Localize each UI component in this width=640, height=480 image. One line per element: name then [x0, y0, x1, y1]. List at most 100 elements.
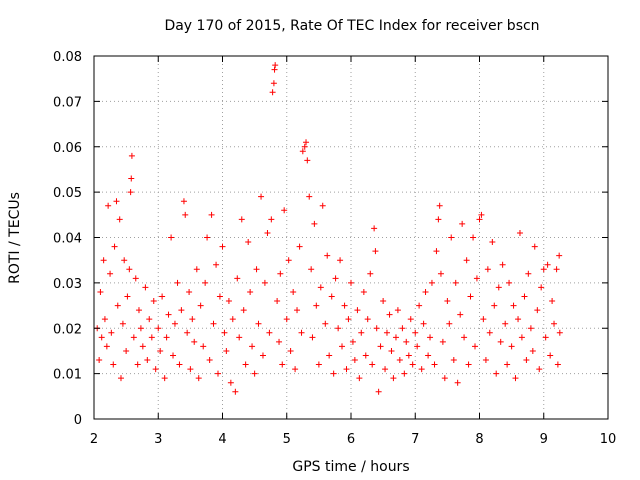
data-point	[187, 366, 194, 373]
data-point	[502, 320, 509, 327]
data-point	[394, 307, 401, 314]
x-tick-label: 10	[600, 432, 617, 447]
data-point	[491, 302, 498, 309]
data-point	[146, 316, 153, 323]
data-point	[197, 302, 204, 309]
data-point	[465, 361, 472, 368]
data-point	[364, 316, 371, 323]
data-point	[308, 266, 315, 273]
data-point	[227, 379, 234, 386]
data-point	[473, 275, 480, 282]
data-point	[299, 148, 306, 155]
y-tick-label: 0.06	[53, 141, 82, 156]
data-point	[525, 270, 532, 277]
data-point	[556, 329, 563, 336]
data-point	[476, 216, 483, 223]
data-point	[245, 239, 252, 246]
data-point	[482, 357, 489, 364]
data-point	[396, 357, 403, 364]
y-tick-label: 0.05	[53, 186, 82, 201]
data-point	[386, 311, 393, 318]
data-point	[277, 270, 284, 277]
data-point	[124, 293, 131, 300]
data-point	[202, 279, 209, 286]
data-point	[135, 307, 142, 314]
data-point	[251, 370, 258, 377]
data-point	[274, 298, 281, 305]
data-point	[144, 357, 151, 364]
data-point	[439, 338, 446, 345]
data-point	[229, 316, 236, 323]
data-point	[489, 239, 496, 246]
data-point	[285, 257, 292, 264]
data-point	[409, 361, 416, 368]
data-point	[161, 375, 168, 382]
data-point	[272, 62, 279, 69]
data-point	[497, 338, 504, 345]
data-point	[369, 361, 376, 368]
data-point	[97, 288, 104, 295]
data-point	[414, 343, 421, 350]
data-point	[215, 370, 222, 377]
data-point	[126, 266, 133, 273]
data-point	[309, 334, 316, 341]
data-point	[101, 316, 108, 323]
data-point	[324, 252, 331, 259]
data-point	[132, 275, 139, 282]
data-point	[461, 334, 468, 341]
data-point	[114, 302, 121, 309]
data-point	[292, 366, 299, 373]
data-point	[470, 234, 477, 241]
data-point	[137, 325, 144, 332]
data-point	[540, 266, 547, 273]
data-point	[303, 139, 310, 146]
data-point	[171, 320, 178, 327]
data-point	[130, 334, 137, 341]
data-point	[412, 329, 419, 336]
data-point	[157, 347, 164, 354]
y-tick-label: 0.04	[53, 232, 82, 247]
data-point	[242, 361, 249, 368]
data-point	[170, 352, 177, 359]
data-point	[301, 143, 308, 150]
data-point	[499, 261, 506, 268]
data-point	[446, 320, 453, 327]
data-point	[504, 361, 511, 368]
data-point	[450, 357, 457, 364]
x-tick-label: 5	[283, 432, 291, 447]
x-tick-label: 2	[90, 432, 98, 447]
data-point	[493, 370, 500, 377]
data-point	[121, 257, 128, 264]
data-point	[510, 302, 517, 309]
data-point	[269, 89, 276, 96]
axes: 2 3 4 5 6 7 8 9 10 0 0.01 0.02 0.03 0.04 0.05 0.06 0.07 0…	[53, 50, 616, 447]
data-point	[105, 202, 112, 209]
data-point	[148, 334, 155, 341]
x-tick-label: 8	[475, 432, 483, 447]
x-tick-label: 7	[411, 432, 419, 447]
data-point	[107, 270, 114, 277]
data-point	[401, 370, 408, 377]
data-point	[553, 266, 560, 273]
data-point	[255, 320, 262, 327]
x-tick-label: 9	[540, 432, 548, 447]
data-point	[232, 388, 239, 395]
data-point	[427, 334, 434, 341]
data-point	[345, 316, 352, 323]
data-point	[367, 270, 374, 277]
data-point	[428, 279, 435, 286]
data-point	[134, 361, 141, 368]
data-point	[116, 216, 123, 223]
y-tick-label: 0.01	[53, 368, 82, 383]
data-point	[311, 220, 318, 227]
data-point	[176, 361, 183, 368]
data-point	[459, 220, 466, 227]
x-tick-label: 3	[154, 432, 162, 447]
data-point	[554, 361, 561, 368]
data-point	[225, 298, 232, 305]
chart-title: Day 170 of 2015, Rate Of TEC Index for r…	[164, 18, 539, 34]
data-point	[287, 347, 294, 354]
data-point	[354, 307, 361, 314]
data-point	[495, 284, 502, 291]
